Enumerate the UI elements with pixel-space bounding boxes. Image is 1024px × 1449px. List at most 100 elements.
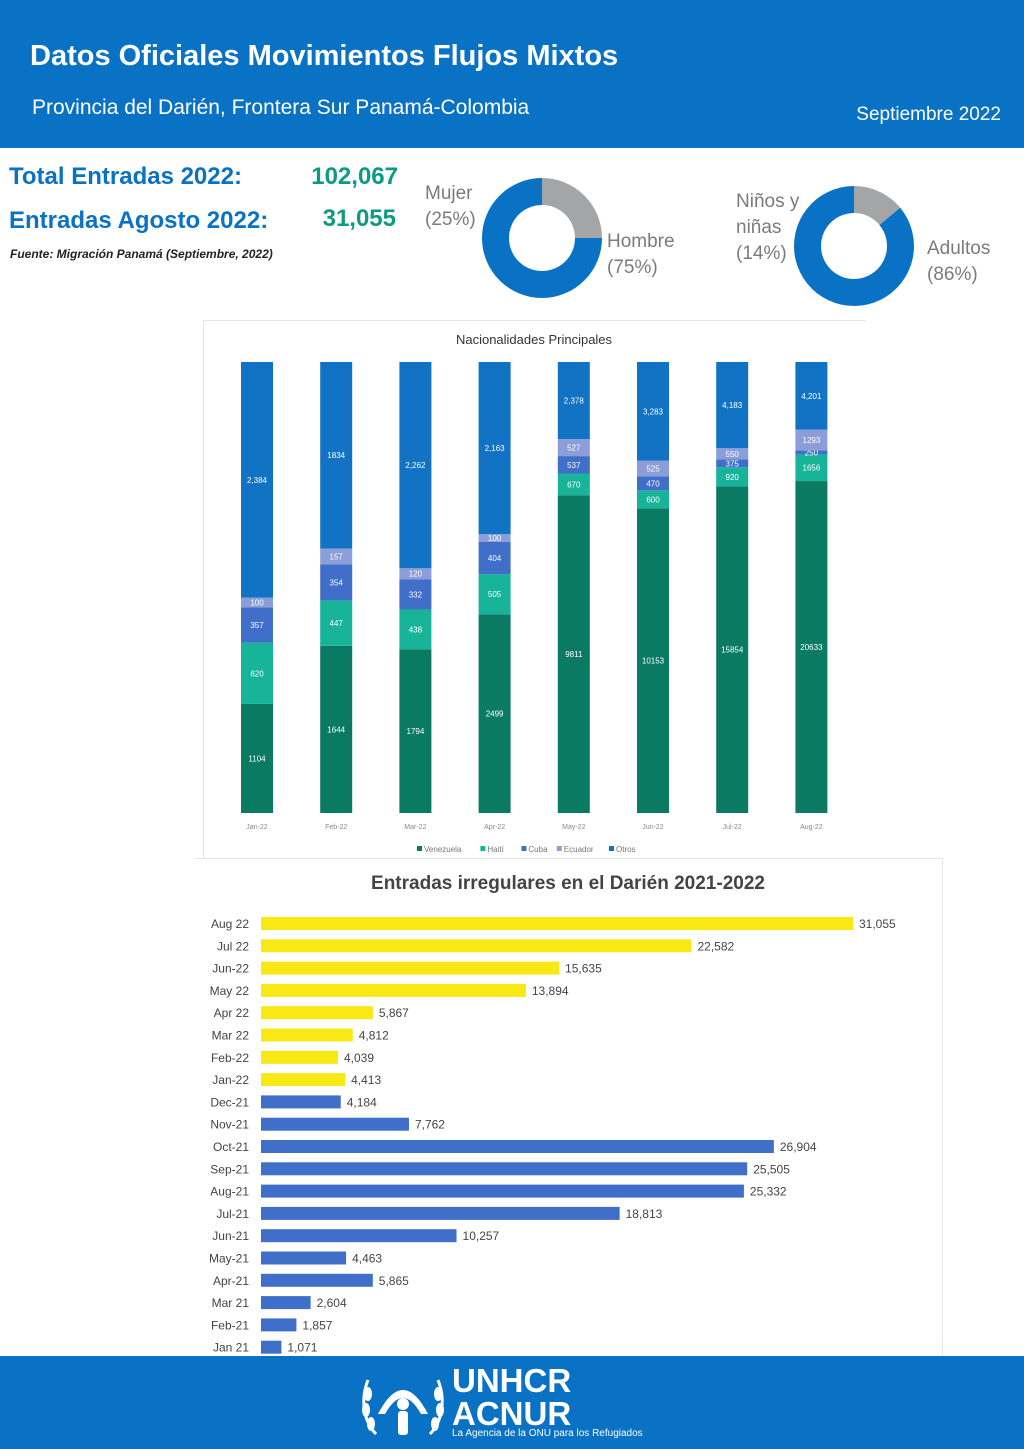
stacked-bar-label: 620 (250, 669, 264, 678)
stacked-bar-segment (637, 476, 669, 491)
stacked-bar-label: 354 (330, 578, 344, 587)
legend-swatch (480, 846, 486, 851)
legend-swatch (609, 846, 614, 851)
legend-label: Ecuador (564, 845, 594, 854)
stacked-bar-label: 2499 (486, 710, 504, 719)
entries-bar (261, 1251, 347, 1265)
entries-y-label: Jun-22 (212, 962, 249, 976)
gender-male-name: Hombre (607, 231, 675, 252)
entries-y-label: Oct-21 (213, 1140, 249, 1154)
brand-acnur: ACNUR (452, 1395, 572, 1432)
legend-swatch (556, 846, 562, 851)
stacked-bar-segment (716, 459, 749, 468)
stacked-bar-segment (478, 534, 511, 542)
nationalities-chart-title: Nacionalidades Principales (456, 332, 613, 347)
gender-donut (482, 178, 602, 298)
entries-y-label: Jul 22 (217, 939, 249, 953)
stacked-bar-label: 1794 (407, 727, 425, 736)
stacked-bar-label: 20633 (800, 643, 823, 652)
unhcr-logo-icon (362, 1379, 444, 1436)
brand-unhcr: UNHCR (452, 1362, 572, 1399)
entries-y-label: Jun-21 (212, 1229, 249, 1243)
entries-y-label: Aug-21 (210, 1185, 249, 1199)
entries-bar (261, 1184, 744, 1198)
page-subtitle: Provincia del Darién, Frontera Sur Panam… (32, 96, 530, 119)
stacked-bar-label: 527 (567, 444, 581, 453)
entries-value-label: 26,904 (780, 1140, 817, 1154)
stacked-bar-segment (399, 568, 432, 580)
gender-female-name: Mujer (425, 183, 473, 204)
stacked-bar-segment (478, 614, 511, 813)
stacked-bar-label: 100 (250, 598, 264, 607)
stacked-bar-segment (716, 448, 749, 460)
stacked-bar-segment (320, 564, 353, 601)
entries-bar (261, 1117, 409, 1131)
legend-swatch (521, 846, 527, 851)
stacked-bar-segment (716, 486, 749, 813)
entries-chart: Entradas irregulares en el Darién 2021-2… (209, 873, 896, 1355)
entries-value-label: 7,762 (415, 1118, 445, 1132)
entries-y-label: Mar 21 (212, 1296, 250, 1310)
entries-y-label: Apr-21 (213, 1274, 249, 1288)
stacked-bar-label: 447 (330, 619, 344, 628)
entries-value-label: 4,812 (359, 1029, 389, 1043)
stacked-bar-label: 4,201 (801, 392, 822, 401)
entries-value-label: 22,582 (697, 939, 734, 953)
total-entries-value: 102,067 (311, 163, 398, 190)
stacked-bar-label: 2,262 (405, 461, 426, 470)
footer-banner: UNHCR ACNUR La Agencia de la ONU para lo… (0, 1356, 1024, 1449)
legend-label: Haití (487, 845, 504, 854)
entries-bar (261, 1006, 373, 1020)
stacked-bar-segment (241, 642, 273, 704)
entries-y-label: Feb-22 (211, 1051, 249, 1065)
entries-y-label: Jan 21 (213, 1341, 249, 1355)
entries-value-label: 5,867 (379, 1006, 409, 1020)
stacked-bar-segment (320, 600, 353, 646)
entries-value-label: 1,071 (287, 1341, 317, 1355)
stacked-bar-label: 920 (726, 473, 740, 482)
stacked-bar-segment (795, 429, 828, 451)
entries-value-label: 25,332 (750, 1185, 787, 1199)
stacked-x-label: Jul-22 (723, 824, 742, 831)
entries-value-label: 5,865 (379, 1274, 409, 1288)
nationalities-chart: Nacionalidades Principales 1104 620 357 100… (241, 332, 828, 854)
entries-bar (261, 1140, 774, 1153)
entries-y-label: Aug 22 (211, 917, 249, 931)
entries-value-label: 13,894 (532, 984, 569, 998)
stacked-bar-label: 525 (646, 464, 660, 473)
stacked-bar-label: 9811 (565, 650, 583, 659)
stacked-bar-label: 250 (805, 448, 819, 457)
entries-value-label: 18,813 (626, 1207, 663, 1221)
stacked-bar-segment (637, 508, 669, 813)
entries-bar (261, 1073, 346, 1087)
stacked-bar-label: 15854 (721, 646, 744, 655)
brand-tagline: La Agencia de la ONU para los Refugiados (452, 1428, 643, 1439)
entries-value-label: 4,463 (352, 1252, 382, 1266)
stacked-bar-segment (241, 607, 273, 643)
entries-y-label: May-21 (209, 1252, 249, 1266)
entries-bar (261, 917, 853, 930)
age-adults-pct: (86%) (927, 264, 978, 285)
stacked-x-label: May-22 (562, 824, 585, 831)
gender-male-label: Hombre (75%) (607, 229, 675, 281)
stacked-bar-label: 357 (250, 621, 264, 630)
stacked-bar-segment (320, 362, 353, 549)
stacked-bar-label: 2,384 (247, 476, 268, 485)
stacked-bar-label: 505 (488, 590, 502, 599)
stacked-bar-segment (637, 460, 669, 477)
entries-y-label: Feb-21 (211, 1318, 249, 1332)
entries-bar (261, 1028, 353, 1042)
entries-value-label: 4,039 (344, 1051, 374, 1065)
entries-y-label: Jan-22 (212, 1073, 249, 1087)
stacked-bar-label: 120 (409, 570, 423, 579)
stacked-bar-segment (795, 454, 828, 482)
stacked-bar-segment (478, 574, 511, 615)
stacked-bar-segment (795, 481, 828, 813)
entries-value-label: 4,184 (347, 1095, 377, 1109)
entries-bar (261, 939, 692, 953)
stacked-bar-segment (478, 541, 511, 575)
entries-y-label: Sep-21 (210, 1162, 249, 1176)
stacked-x-label: Aug-22 (800, 824, 823, 831)
stacked-bar-label: 670 (567, 480, 581, 489)
stacked-bar-segment (320, 548, 353, 565)
